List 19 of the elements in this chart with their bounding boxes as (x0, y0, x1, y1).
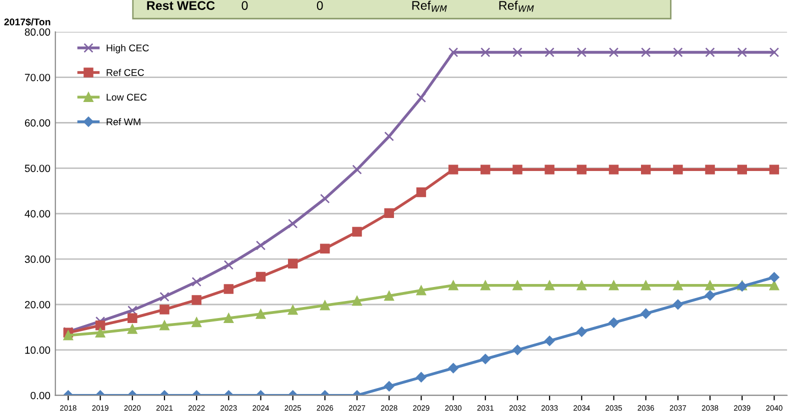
text: Rest WECC (147, 1, 215, 10)
y-tick-label: 10.00 (25, 346, 50, 354)
y-tick-label: 0.00 (30, 392, 50, 400)
y-tick-label: 30.00 (24, 256, 50, 263)
y-tick-label: 80.00 (24, 28, 50, 36)
text: 0 (242, 1, 248, 10)
text: Ref$_{WM}$ (412, 0, 447, 12)
text: Ref$_{WM}$ (499, 0, 534, 12)
y-tick-label: 70.00 (24, 74, 50, 82)
y-axis-title: 2017$/Ton (4, 18, 50, 26)
legend-label: Low CEC (106, 94, 147, 101)
text: 0 (316, 1, 323, 10)
legend-label: High CEC (106, 44, 149, 54)
legend-label: Ref WM (106, 118, 140, 126)
y-tick-label: 40.00 (24, 210, 50, 218)
y-tick-label: 50.00 (24, 164, 50, 172)
y-tick-label: 60.00 (24, 119, 50, 127)
legend-label: Ref CEC (106, 68, 144, 76)
y-tick-label: 20.00 (24, 301, 50, 308)
